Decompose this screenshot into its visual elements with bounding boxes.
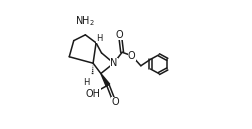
Text: OH: OH (86, 88, 101, 99)
Text: O: O (128, 51, 136, 61)
Text: H: H (96, 34, 103, 43)
Text: NH$_2$: NH$_2$ (75, 14, 95, 27)
Text: O: O (116, 30, 124, 40)
Text: H: H (83, 78, 90, 87)
Polygon shape (101, 74, 110, 86)
Text: N: N (110, 58, 117, 68)
Polygon shape (96, 36, 102, 43)
Text: O: O (112, 97, 119, 107)
